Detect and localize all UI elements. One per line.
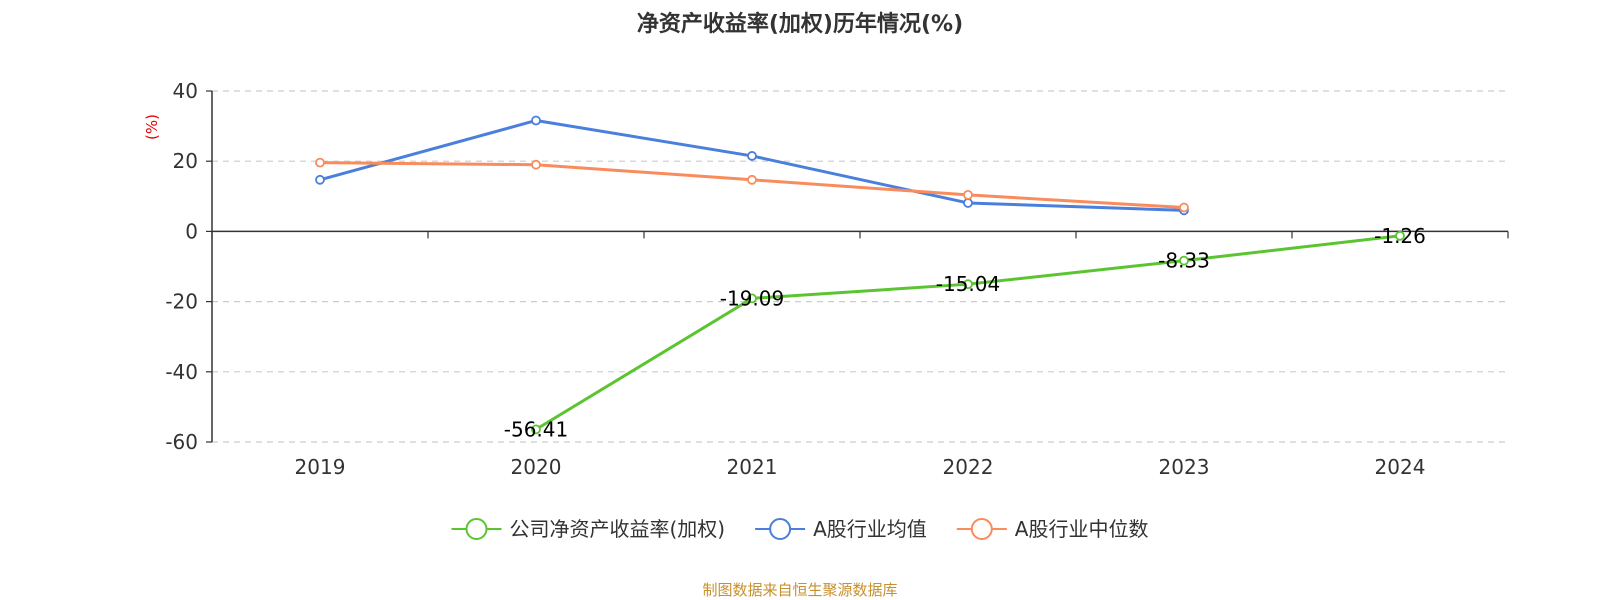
- data-point[interactable]: [747, 293, 757, 304]
- y-axis-label: (%): [143, 114, 161, 140]
- legend-item[interactable]: A股行业中位数: [956, 517, 1149, 541]
- legend[interactable]: 公司净资产收益率(加权) A股行业均值 A股行业中位数: [451, 517, 1149, 541]
- data-point[interactable]: [747, 151, 757, 161]
- y-tick-label: -20: [165, 290, 198, 314]
- legend-item[interactable]: A股行业均值: [755, 517, 927, 541]
- chart-title: 净资产收益率(加权)历年情况(%): [637, 11, 963, 37]
- y-tick-label: -60: [165, 430, 198, 454]
- series-line-0: [535, 234, 1401, 431]
- y-tick-label: 0: [185, 219, 198, 243]
- x-tick-label: 2023: [1159, 455, 1210, 479]
- x-tick-label: 2021: [727, 455, 778, 479]
- data-point[interactable]: [531, 424, 541, 435]
- x-tick-label: 2022: [943, 455, 994, 479]
- grid-layer: [212, 90, 1508, 443]
- data-label: -8.33: [1158, 249, 1210, 273]
- series-layer: [315, 115, 1405, 435]
- y-tick-label: 40: [173, 79, 198, 103]
- y-tick-label: 20: [173, 149, 198, 173]
- legend-marker-icon: [465, 518, 488, 540]
- axis-layer: 40 20 0 -20 -40 -60 2019 2020 2021 2022 2023 2024: [165, 79, 1509, 479]
- legend-label: A股行业均值: [813, 517, 927, 541]
- legend-marker-icon: [769, 518, 792, 540]
- series-line-1: [319, 118, 1185, 212]
- x-tick-label: 2019: [295, 455, 346, 479]
- data-point[interactable]: [531, 115, 541, 126]
- data-point[interactable]: [963, 189, 973, 200]
- data-point[interactable]: [963, 198, 973, 208]
- data-point[interactable]: [747, 174, 757, 185]
- source-note: 制图数据来自恒生聚源数据库: [702, 581, 897, 599]
- data-point[interactable]: [963, 279, 973, 290]
- data-label: -19.09: [720, 286, 784, 310]
- legend-label: A股行业中位数: [1015, 517, 1149, 541]
- data-label: -1.26: [1374, 224, 1426, 248]
- data-point[interactable]: [315, 157, 325, 168]
- data-point[interactable]: [1179, 255, 1189, 266]
- series-line-2: [319, 161, 1185, 210]
- legend-marker-icon: [970, 518, 993, 540]
- legend-label: 公司净资产收益率(加权): [510, 517, 726, 541]
- y-tick-label: -40: [165, 360, 198, 384]
- x-tick-label: 2020: [511, 455, 562, 479]
- data-label-layer: -56.41 -19.09 -15.04 -8.33 -1.26: [504, 224, 1426, 442]
- data-point[interactable]: [1395, 230, 1405, 241]
- data-point[interactable]: [315, 174, 325, 185]
- data-point[interactable]: [531, 159, 541, 170]
- data-label: -56.41: [504, 417, 568, 441]
- legend-item[interactable]: 公司净资产收益率(加权): [451, 517, 726, 541]
- data-label: -15.04: [936, 272, 1000, 296]
- data-point[interactable]: [1179, 202, 1189, 213]
- x-tick-label: 2024: [1375, 455, 1426, 479]
